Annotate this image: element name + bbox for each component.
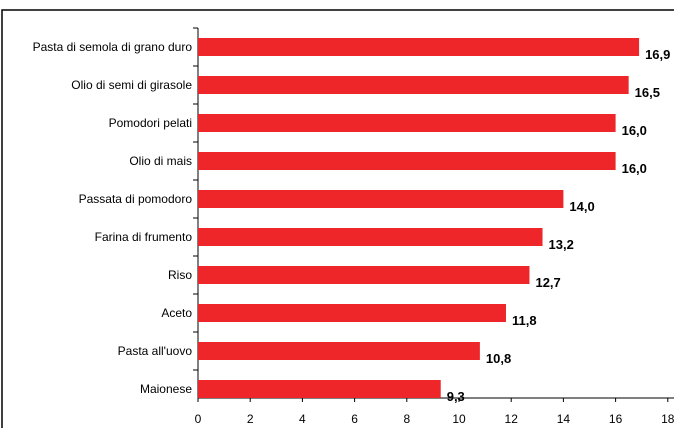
category-label: Olio di mais <box>129 154 192 168</box>
data-label: 16,5 <box>635 85 660 100</box>
x-tick-label: 18 <box>661 412 674 426</box>
bar <box>198 190 564 208</box>
bar <box>198 228 543 246</box>
bar <box>198 38 640 56</box>
data-label: 13,2 <box>549 237 574 252</box>
bar <box>198 380 441 398</box>
bar <box>198 114 616 132</box>
x-tick-label: 12 <box>505 412 519 426</box>
category-label: Pasta all'uovo <box>118 344 193 358</box>
data-label: 14,0 <box>569 199 594 214</box>
bar <box>198 76 629 94</box>
data-label: 16,0 <box>622 123 647 138</box>
x-tick-label: 14 <box>557 412 571 426</box>
data-label: 16,9 <box>645 47 670 62</box>
x-tick-label: 10 <box>452 412 466 426</box>
category-label: Farina di frumento <box>95 230 193 244</box>
category-label: Passata di pomodoro <box>79 192 193 206</box>
x-tick-label: 4 <box>299 412 306 426</box>
category-label: Aceto <box>161 306 192 320</box>
plot-frame <box>1 9 674 428</box>
bar <box>198 342 480 360</box>
x-tick-label: 8 <box>403 412 410 426</box>
x-tick-label: 2 <box>247 412 254 426</box>
category-label: Riso <box>168 268 192 282</box>
bar <box>198 152 616 170</box>
category-label: Maionese <box>140 382 192 396</box>
category-label: Olio di semi di girasole <box>71 78 192 92</box>
data-label: 9,3 <box>447 389 465 404</box>
bars-layer <box>198 38 640 398</box>
ticks-layer: 0 2 4 6 8 10 12 14 16 18 <box>193 27 674 426</box>
category-label: Pomodori pelati <box>109 116 192 130</box>
category-label: Pasta di semola di grano duro <box>33 40 193 54</box>
data-label: 10,8 <box>486 351 511 366</box>
x-tick-label: 0 <box>195 412 202 426</box>
labels-layer: Pasta di semola di grano duro 16,9 Olio di… <box>33 40 671 404</box>
x-tick-label: 16 <box>609 412 623 426</box>
data-label: 11,8 <box>512 313 537 328</box>
data-label: 16,0 <box>622 161 647 176</box>
bar <box>198 266 530 284</box>
bar <box>198 304 506 322</box>
data-label: 12,7 <box>535 275 560 290</box>
x-tick-label: 6 <box>351 412 358 426</box>
